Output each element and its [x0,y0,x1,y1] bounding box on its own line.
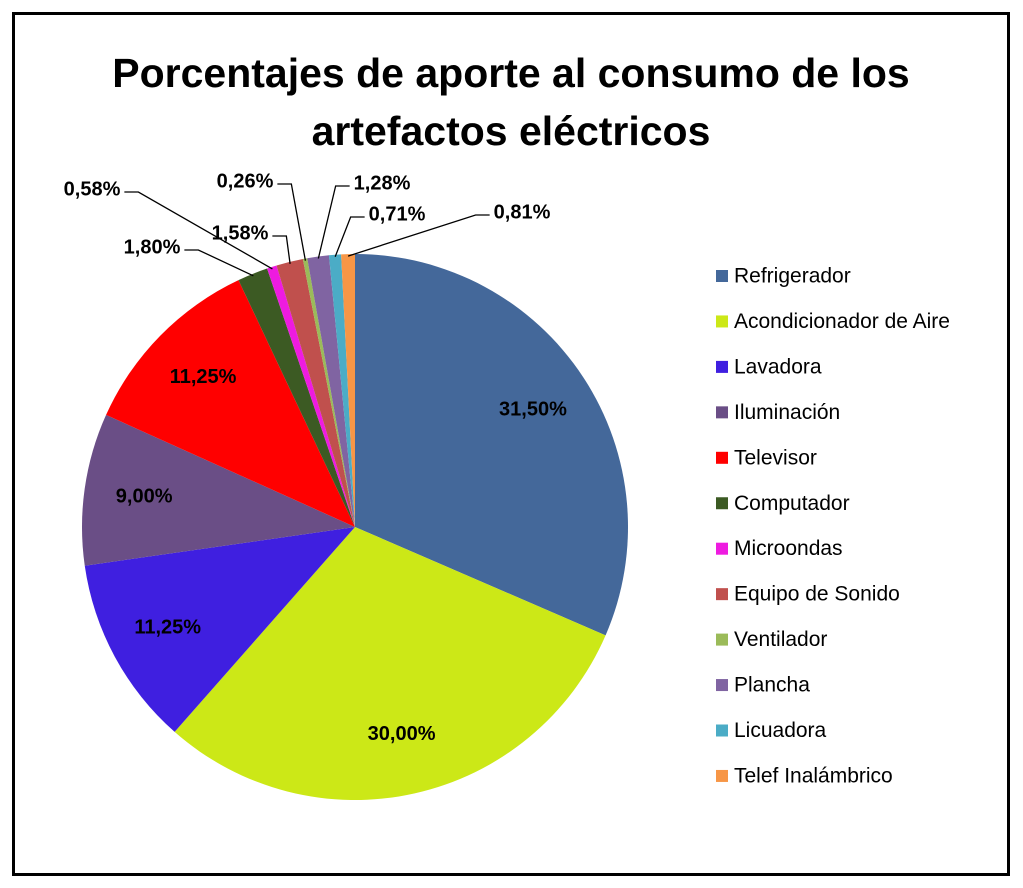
data-label: 30,00% [368,723,436,745]
legend-label: Licuadora [734,719,827,742]
chart-title: Porcentajes de aporte al consumo de los … [112,50,910,154]
pie-slice [302,258,355,527]
legend-label: Microondas [734,537,843,560]
leader-line [124,191,273,270]
chart-frame [12,12,1010,876]
leader-line [272,235,291,264]
data-label: 0,71% [369,203,426,225]
legend-label: Computador [734,492,850,515]
legend-label: Refrigerador [734,265,851,288]
pie-slice [355,254,628,636]
data-label: 1,58% [212,222,269,244]
legend-label: Equipo de Sonido [734,583,900,606]
legend-label: Plancha [734,674,810,697]
pie-slice [106,280,355,527]
leader-line [317,185,350,259]
pie-slice [328,254,355,528]
data-label: 0,58% [64,178,121,200]
legend-swatch [716,633,728,646]
pie-slice [267,265,355,527]
legend-swatch [716,360,728,373]
legend-swatch [716,270,728,282]
legend-label: Telef Inalámbrico [734,764,893,787]
data-label: 11,25% [170,366,237,388]
pie-slice [276,259,355,527]
data-label: 31,50% [499,398,567,420]
leader-line [184,249,254,277]
data-label: 0,81% [494,201,551,223]
pie-slice [341,254,355,527]
data-label: 1,80% [124,236,181,258]
legend-swatch [716,315,728,328]
data-label: 1,28% [354,172,411,194]
pie-slice [174,527,606,800]
legend-label: Televisor [734,446,817,469]
legend-swatch [716,588,728,601]
data-label: 11,25% [134,617,201,639]
legend-label: Iluminación [734,401,840,424]
legend-swatch [716,769,728,782]
legend-label: Acondicionador de Aire [734,310,950,333]
leader-line [334,216,365,257]
data-label: 0,26% [217,170,274,192]
data-label: 9,00% [116,485,173,507]
legend-swatch [716,679,728,692]
leader-line [347,214,490,257]
pie-slice [81,414,356,566]
pie-slice [307,255,355,527]
pie-slice [238,268,355,527]
legend-label: Ventilador [734,628,827,651]
legend-label: Lavadora [734,355,822,378]
legend-swatch [716,497,728,510]
pie-slice [84,527,355,732]
leader-line [277,183,307,261]
legend-swatch [716,451,728,464]
legend-swatch [716,542,728,555]
legend-swatch [716,406,728,419]
legend-swatch [716,724,728,737]
